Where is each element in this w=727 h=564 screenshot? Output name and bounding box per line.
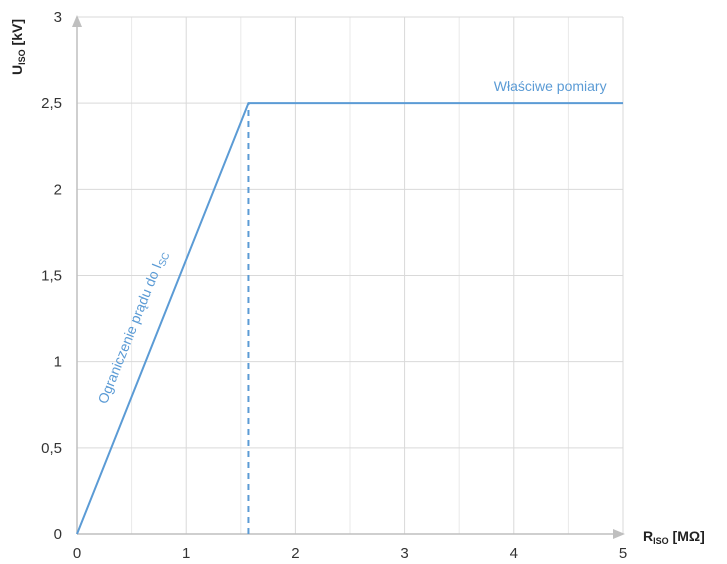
- y-tick-label: 2,5: [41, 95, 62, 112]
- y-tick-label: 0,5: [41, 440, 62, 457]
- y-axis-label: UISO [kV]: [9, 19, 27, 75]
- y-tick-label: 1,5: [41, 268, 62, 285]
- annotation-ramp: Ograniczenie prądu do ISC: [94, 248, 172, 407]
- x-axis-arrow: [613, 529, 625, 539]
- y-axis-arrow: [72, 15, 82, 27]
- series-group: [76, 102, 623, 535]
- tick-labels: 0 0,5 1 1,5 2 2,5 3 0 1 2 3 4 5: [41, 9, 627, 562]
- x-tick-label: 5: [619, 545, 627, 562]
- annotations: Właściwe pomiary Ograniczenie prądu do IS…: [94, 78, 607, 407]
- x-tick-label: 0: [73, 545, 81, 562]
- annotation-ramp-subscript: SC: [157, 251, 172, 268]
- y-tick-label: 2: [54, 181, 62, 198]
- x-tick-label: 3: [400, 545, 408, 562]
- axes: [72, 15, 625, 539]
- x-axis-label: RISO [MΩ]: [643, 528, 705, 546]
- y-tick-label: 1: [54, 354, 62, 371]
- annotation-ramp-main: Ograniczenie prądu do I: [94, 261, 164, 406]
- annotation-plateau: Właściwe pomiary: [494, 78, 607, 94]
- y-tick-label: 0: [54, 526, 62, 543]
- x-tick-label: 2: [291, 545, 299, 562]
- x-tick-label: 1: [182, 545, 190, 562]
- y-tick-label: 3: [54, 9, 62, 26]
- x-tick-label: 4: [510, 545, 518, 562]
